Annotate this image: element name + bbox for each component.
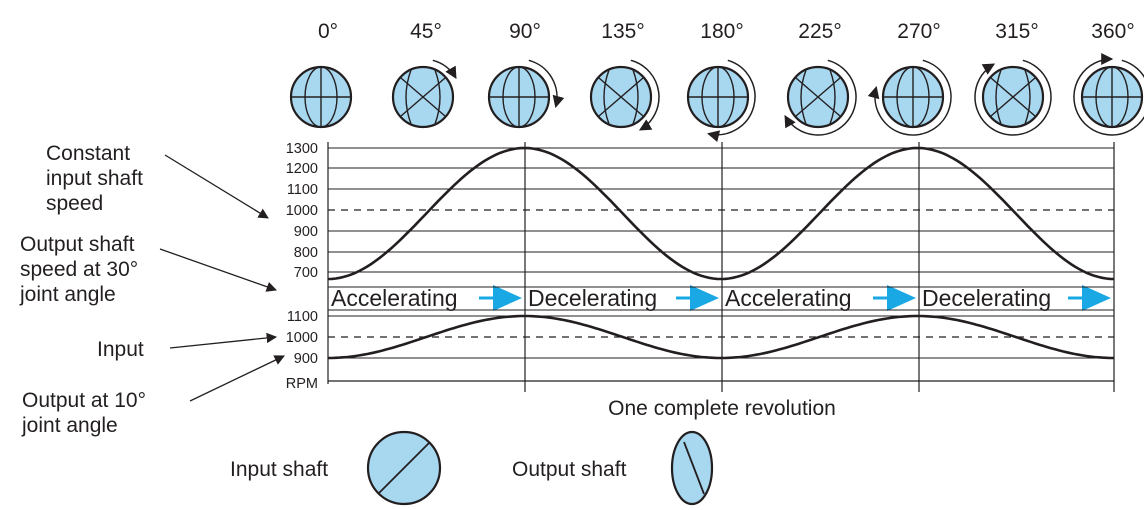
output-30-speed-curve [327,146,1115,281]
phase-arrow-icon [1082,285,1111,311]
input-pointer [169,332,278,349]
legend: Input shaft Output shaft [230,430,714,506]
angle-label: 225° [798,20,841,43]
output-10-pointer [189,355,285,402]
lower-gridlines [328,315,1114,359]
yoke-ball [391,65,455,129]
chart-frame [327,142,1115,392]
output-10-label-2: joint angle [21,414,118,437]
lower-tick-label: 1000 [286,330,318,346]
constant-input-label-2: input shaft [46,167,143,190]
angle-label: 180° [700,20,743,43]
yoke-ball [786,65,850,129]
output-30-label-3: joint angle [19,283,116,306]
upper-tick-label: 800 [294,245,318,261]
angle-labels: 0° 45° 90° 135° 180° 225° 270° 315° 360° [318,20,1135,43]
yoke-ball [881,65,945,129]
phase-label: Accelerating [725,285,852,311]
phase-label: Accelerating [331,285,458,311]
upper-tick-label: 900 [294,224,318,240]
phase-arrow-icon [493,285,522,311]
x-axis-caption: One complete revolution [608,397,836,420]
output-30-label-2: speed at 30° [20,258,138,281]
phase-arrow-icon [690,285,719,311]
yoke-ball [487,65,551,129]
angle-label: 135° [601,20,644,43]
input-label: Input [97,338,144,361]
rotation-arrow-icon [867,59,952,136]
rotation-arrow-icon [528,59,565,108]
angle-label: 45° [410,20,442,43]
rotation-arrow-icon [784,59,857,136]
yoke-ball [1080,65,1144,129]
output-30-label-1: Output shaft [20,233,135,256]
legend-output-label: Output shaft [512,458,627,481]
upper-tick-label: 1300 [286,141,318,157]
angle-label: 315° [995,20,1038,43]
rotation-arrow-icon [432,59,457,80]
lower-tick-label: 900 [294,351,318,367]
upper-tick-labels: 1300 1200 1100 1000 900 800 700 [286,141,318,281]
output-10-speed-curve [328,314,1114,360]
rotation-arrow-icon [630,59,660,131]
phase-label: Decelerating [528,285,657,311]
rotation-arrow-icon [707,59,756,143]
rotation-arrow-icon [1073,53,1144,136]
side-labels: Constant input shaft speed Output shaft … [19,142,285,437]
yoke-ball [289,65,353,129]
constant-input-label-3: speed [46,192,103,215]
upper-gridlines [328,147,1114,273]
yoke-ball [981,65,1045,129]
rotation-arrow-icon [974,59,1052,136]
yoke-ball [686,65,750,129]
lower-tick-label: 1100 [287,309,318,325]
yoke-ball [589,65,653,129]
output-10-label-1: Output at 10° [22,389,146,412]
rpm-unit-label: RPM [286,376,318,392]
angle-label: 0° [318,20,338,43]
angle-label: 360° [1091,20,1134,43]
upper-tick-label: 1200 [286,161,318,177]
constant-input-pointer [164,154,269,219]
upper-tick-label: 1000 [286,203,318,219]
legend-input-label: Input shaft [230,458,328,481]
lower-tick-labels: 1100 1000 900 [286,309,318,367]
constant-input-label-1: Constant [46,142,130,165]
angle-label: 270° [897,20,940,43]
phase-arrow-icon [887,285,916,311]
yoke-rotation-sequence [289,53,1144,143]
upper-chart: 1300 1200 1100 1000 900 800 700 [286,141,1115,281]
upper-tick-label: 1100 [287,182,318,198]
output-shaft-icon [670,430,714,506]
lower-chart: 1100 1000 900 RPM [286,309,1114,392]
input-shaft-icon [366,430,442,506]
angle-label: 90° [509,20,541,43]
phase-band: Accelerating Decelerating Accelerating Dece… [331,285,1111,311]
upper-tick-label: 700 [294,265,318,281]
output-30-pointer [159,248,277,292]
phase-label: Decelerating [922,285,1051,311]
